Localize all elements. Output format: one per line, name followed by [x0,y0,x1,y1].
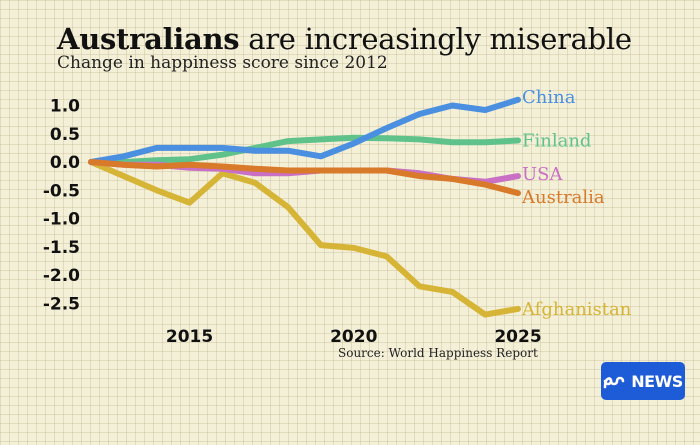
chart-title-rest: are increasingly miserable [239,22,632,56]
source-note: Source: World Happiness Report [338,346,538,360]
y-tick-label: -1.0 [43,210,80,230]
y-tick-label: 0.0 [50,153,80,173]
series-label-afghanistan: Afghanistan [521,299,632,320]
series-line-china [88,96,521,165]
x-tick-label: 2015 [166,327,213,347]
y-tick-label: 1.0 [50,97,80,117]
series-label-usa: USA [522,164,564,185]
series-line-afghanistan [88,159,521,318]
abc-news-logo: NEWS [601,362,685,400]
series-line-finland [88,134,521,165]
y-tick-label: -1.5 [43,238,80,258]
series-label-australia: Australia [521,187,605,208]
series-label-china: China [522,87,576,108]
y-tick-label: -2.5 [43,294,80,314]
abc-news-logo-text: NEWS [631,371,683,391]
y-tick-label: 0.5 [50,125,80,145]
y-tick-label: -0.5 [43,181,80,201]
chart-title: Australians are increasingly miserable [57,22,632,56]
chart-subtitle: Change in happiness score since 2012 [57,53,388,73]
y-tick-label: -2.0 [43,266,80,286]
x-tick-label: 2025 [494,327,541,347]
x-tick-label: 2020 [330,327,377,347]
abc-logo-icon [603,376,625,389]
series-label-finland: Finland [522,131,591,152]
series-line-australia [88,159,521,197]
chart-title-bold: Australians [57,22,240,56]
